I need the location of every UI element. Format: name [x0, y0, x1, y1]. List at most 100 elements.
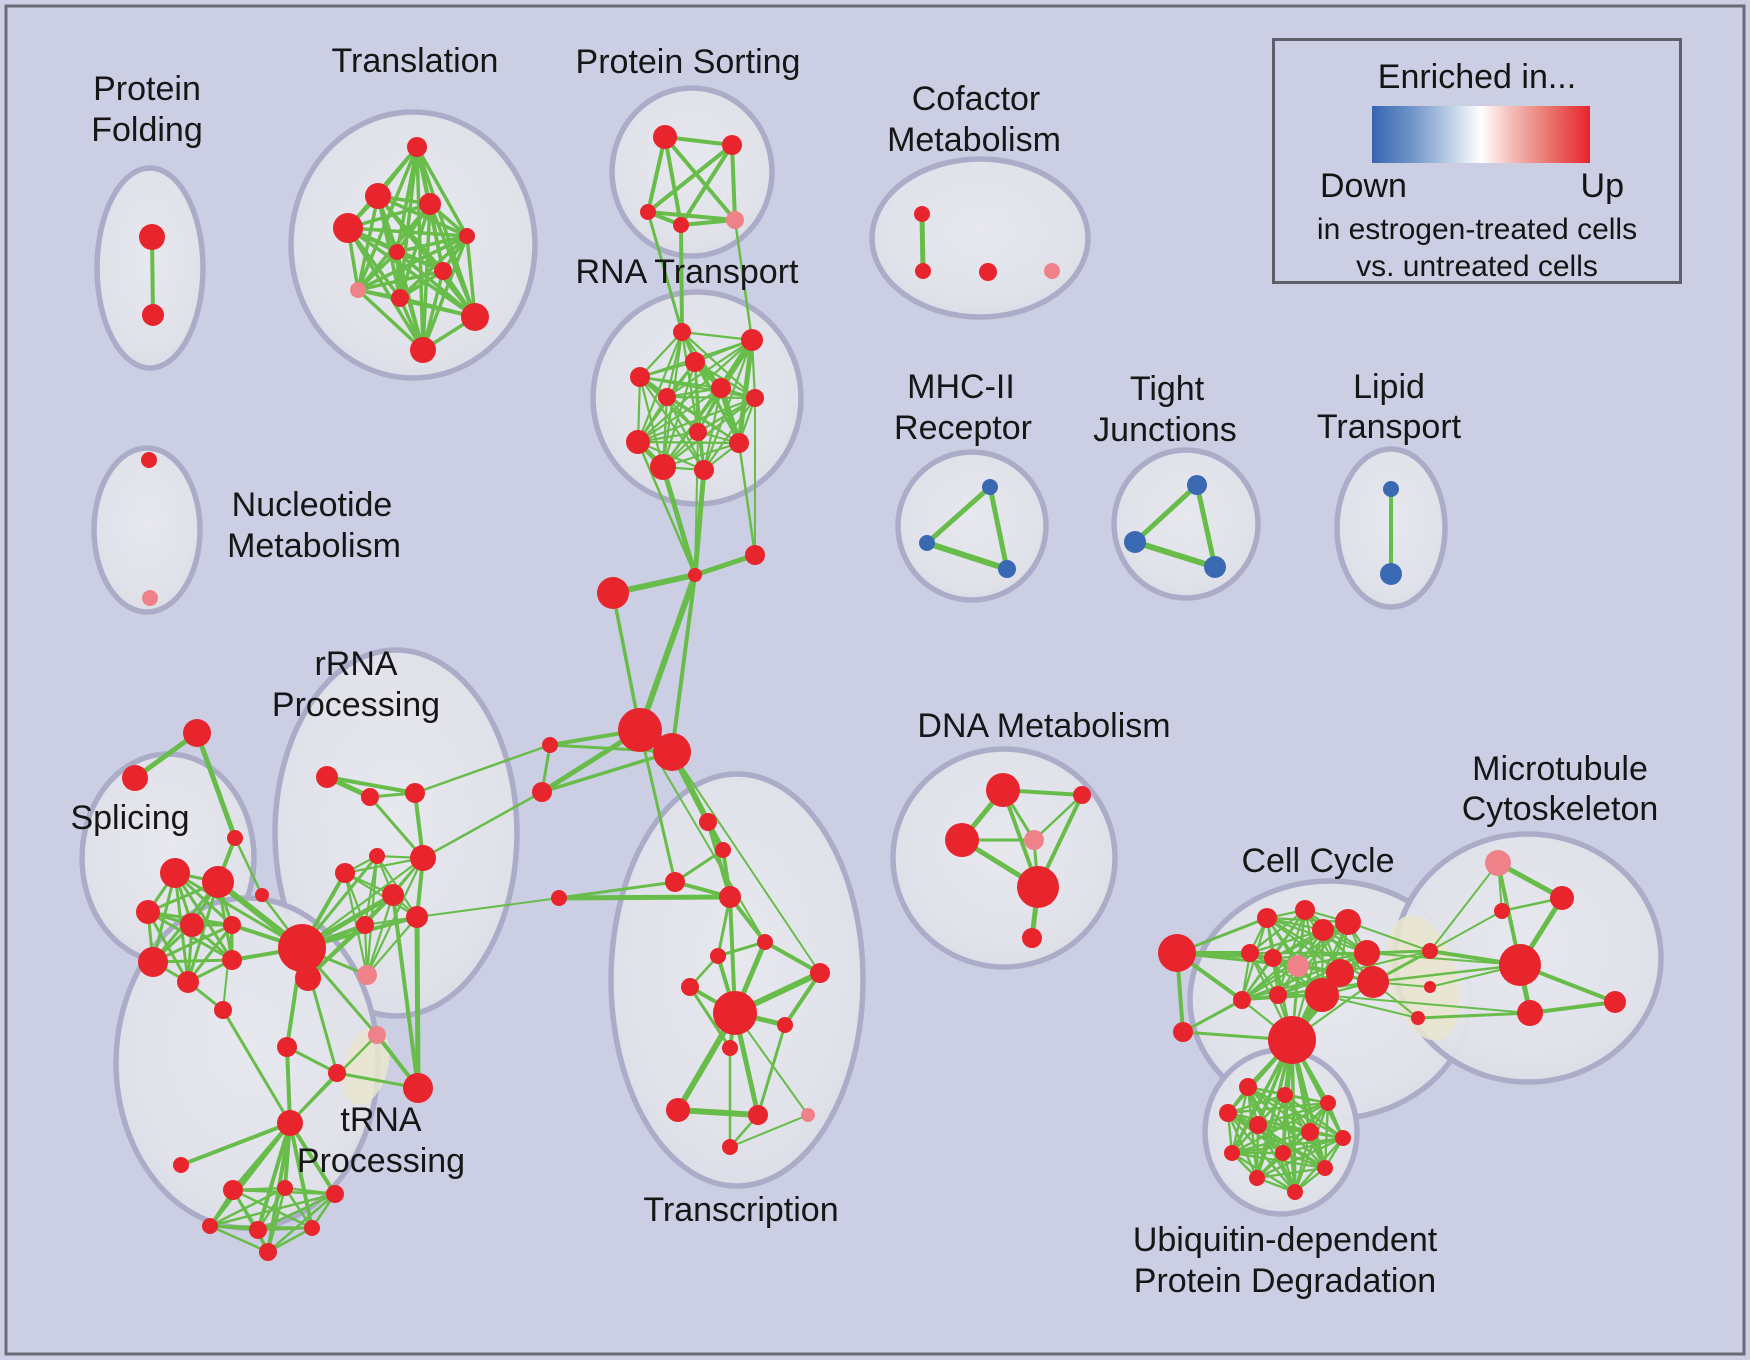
cluster-ellipse-cofactor-metabolism: [869, 156, 1091, 320]
gene-set-node-cc8: [1287, 955, 1309, 977]
ellipse-overlap-tint-1: [342, 1026, 390, 1106]
gene-set-node-rt3: [685, 352, 705, 372]
edge-u7-u8: [1230, 1136, 1345, 1155]
edge-c1-h2: [670, 573, 697, 754]
edge-ps2-ps3: [646, 143, 734, 214]
gene-set-node-tj2: [1124, 531, 1146, 553]
gene-set-node-r8: [406, 906, 428, 928]
gene-set-node-ps4: [673, 217, 689, 233]
edge-rt7-rt12: [702, 396, 757, 472]
gene-set-node-u6: [1301, 1123, 1319, 1141]
edge-cc3-cc11: [1240, 971, 1342, 1002]
edge-cc10-cc15: [1276, 920, 1350, 997]
gene-set-node-cc5: [1257, 908, 1277, 928]
gene-set-node-mt6: [1604, 991, 1626, 1013]
legend-box: Enriched in... Down Up in estrogen-treat…: [1272, 38, 1682, 284]
gene-set-node-cch2: [1268, 1016, 1316, 1064]
gene-set-node-r4: [369, 848, 385, 864]
gene-set-node-d3: [1073, 786, 1091, 804]
edge-s1-r3: [413, 743, 552, 795]
edge-r8-r12: [365, 915, 419, 977]
gene-set-node-tn3: [326, 1185, 344, 1203]
gene-set-node-rt6: [711, 378, 731, 398]
gene-set-node-t8: [350, 282, 366, 298]
edge-pf1-pf2: [150, 235, 155, 317]
cluster-label-ubiquitin-degradation-line0: Ubiquitin-dependent: [1133, 1221, 1438, 1259]
edge-t1-t8: [356, 145, 419, 292]
edge-c2-rt10: [737, 441, 757, 557]
edge-u3-u4: [1226, 1101, 1330, 1115]
edge-tr1-tr3: [194, 730, 238, 841]
gene-set-node-tt2: [715, 842, 731, 858]
gene-set-node-n2: [142, 590, 158, 606]
legend-down-label: Down: [1320, 167, 1407, 205]
edge-tn0-tn5: [256, 1121, 292, 1232]
gene-set-node-tt8: [810, 963, 830, 983]
cluster-label-nucleotide-metabolism-line1: Metabolism: [227, 527, 401, 565]
gene-set-node-u5: [1249, 1116, 1267, 1134]
cluster-label-transcription-line0: Transcription: [643, 1191, 838, 1229]
gene-set-node-tt13: [748, 1105, 768, 1125]
gene-set-node-tt5: [710, 948, 726, 964]
cluster-label-translation-line0: Translation: [332, 42, 499, 80]
edge-rt7-rt9: [636, 396, 757, 444]
gene-set-node-cc10: [1335, 909, 1361, 935]
figure-frame: [4, 4, 1746, 1356]
edge-r7-r16: [391, 893, 420, 1090]
edge-m1-r8: [416, 897, 560, 918]
edge-tn3-tn7: [266, 1192, 337, 1254]
gene-set-node-sp10: [214, 1001, 232, 1019]
gene-set-node-mt4: [1499, 944, 1541, 986]
edge-sp1-r10: [173, 871, 304, 950]
gene-set-node-r7: [382, 884, 404, 906]
edge-cch2-u12: [1290, 1038, 1297, 1194]
cluster-label-trna-processing-line0: tRNA: [340, 1101, 422, 1139]
gene-set-node-cc6: [1264, 949, 1282, 967]
edge-tn0-sp10: [221, 1008, 292, 1125]
gene-set-node-mt3: [1494, 903, 1510, 919]
gene-set-node-r14: [277, 1037, 297, 1057]
edge-rt5-rt7: [665, 395, 757, 400]
edge-c1-c2: [692, 552, 758, 578]
edge-s2-r6: [421, 790, 544, 860]
gene-set-node-c2: [745, 545, 765, 565]
edge-sp2-sp7: [186, 880, 220, 984]
gene-set-node-cc15: [1269, 986, 1287, 1004]
edge-tt4-m1: [556, 894, 733, 901]
gene-set-node-rt5: [658, 388, 676, 406]
gene-set-node-t5: [459, 228, 475, 244]
gene-set-node-tt12: [666, 1098, 690, 1122]
edge-mh1-mh2: [924, 484, 993, 546]
gene-set-node-rt7: [746, 389, 764, 407]
cluster-label-nucleotide-metabolism-line0: Nucleotide: [232, 486, 393, 524]
edge-tn4-tn7: [208, 1224, 270, 1254]
legend-gradient-bar: [1372, 106, 1590, 163]
edge-cc6-cc12: [1271, 951, 1369, 960]
gene-set-node-h1: [618, 708, 662, 752]
edge-cn1-mt1: [1429, 862, 1499, 952]
gene-set-node-cf4: [1044, 263, 1060, 279]
edge-ps3-ps5: [646, 210, 737, 222]
gene-set-node-tn5: [249, 1221, 267, 1239]
cluster-label-tight-junctions-line1: Junctions: [1093, 411, 1237, 449]
gene-set-node-r6: [410, 845, 436, 871]
edge-u4-u11: [1226, 1111, 1259, 1180]
ellipse-overlap-tint-0: [1386, 915, 1460, 1041]
gene-set-node-u3: [1320, 1095, 1336, 1111]
edge-t6-t8: [356, 250, 399, 292]
edge-t3-t10: [346, 226, 477, 319]
gene-set-node-m1: [551, 890, 567, 906]
gene-set-node-ps2: [722, 135, 742, 155]
legend-scale-row: Down Up: [1320, 167, 1624, 206]
gene-set-node-h2: [653, 733, 691, 771]
gene-set-node-sp7: [177, 971, 199, 993]
edge-ps4-rt1: [679, 223, 684, 334]
gene-set-node-rt11: [650, 454, 676, 480]
gene-set-node-t7: [434, 262, 452, 280]
gene-set-node-cc1: [1158, 934, 1196, 972]
legend-caption-line2: vs. untreated cells: [1356, 250, 1598, 283]
cluster-label-tight-junctions-line0: Tight: [1130, 370, 1205, 408]
gene-set-node-pf1: [139, 224, 165, 250]
